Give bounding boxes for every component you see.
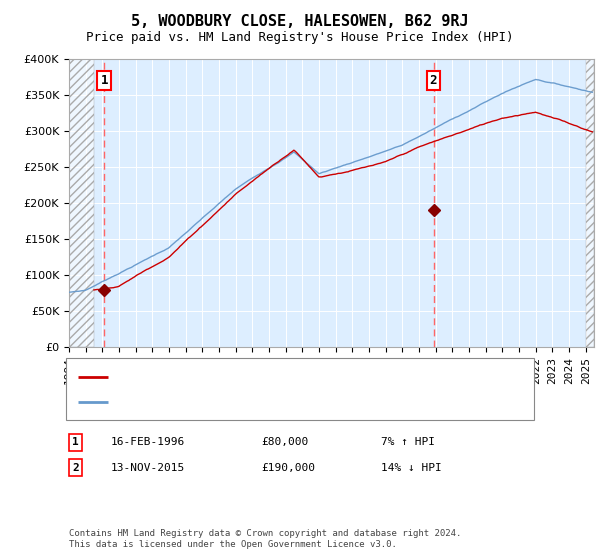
- Text: 1: 1: [101, 74, 108, 87]
- Text: 14% ↓ HPI: 14% ↓ HPI: [381, 463, 442, 473]
- Text: 7% ↑ HPI: 7% ↑ HPI: [381, 437, 435, 447]
- Text: 5, WOODBURY CLOSE, HALESOWEN, B62 9RJ: 5, WOODBURY CLOSE, HALESOWEN, B62 9RJ: [131, 14, 469, 29]
- Text: Price paid vs. HM Land Registry's House Price Index (HPI): Price paid vs. HM Land Registry's House …: [86, 31, 514, 44]
- Text: £190,000: £190,000: [261, 463, 315, 473]
- Text: 2: 2: [430, 74, 437, 87]
- Text: HPI: Average price, detached house, Dudley: HPI: Average price, detached house, Dudl…: [114, 396, 377, 407]
- Text: 5, WOODBURY CLOSE, HALESOWEN, B62 9RJ (detached house): 5, WOODBURY CLOSE, HALESOWEN, B62 9RJ (d…: [114, 372, 452, 382]
- Text: 2: 2: [72, 463, 79, 473]
- Text: 16-FEB-1996: 16-FEB-1996: [111, 437, 185, 447]
- Text: 1: 1: [72, 437, 79, 447]
- Text: 13-NOV-2015: 13-NOV-2015: [111, 463, 185, 473]
- Text: Contains HM Land Registry data © Crown copyright and database right 2024.
This d: Contains HM Land Registry data © Crown c…: [69, 529, 461, 549]
- Text: £80,000: £80,000: [261, 437, 308, 447]
